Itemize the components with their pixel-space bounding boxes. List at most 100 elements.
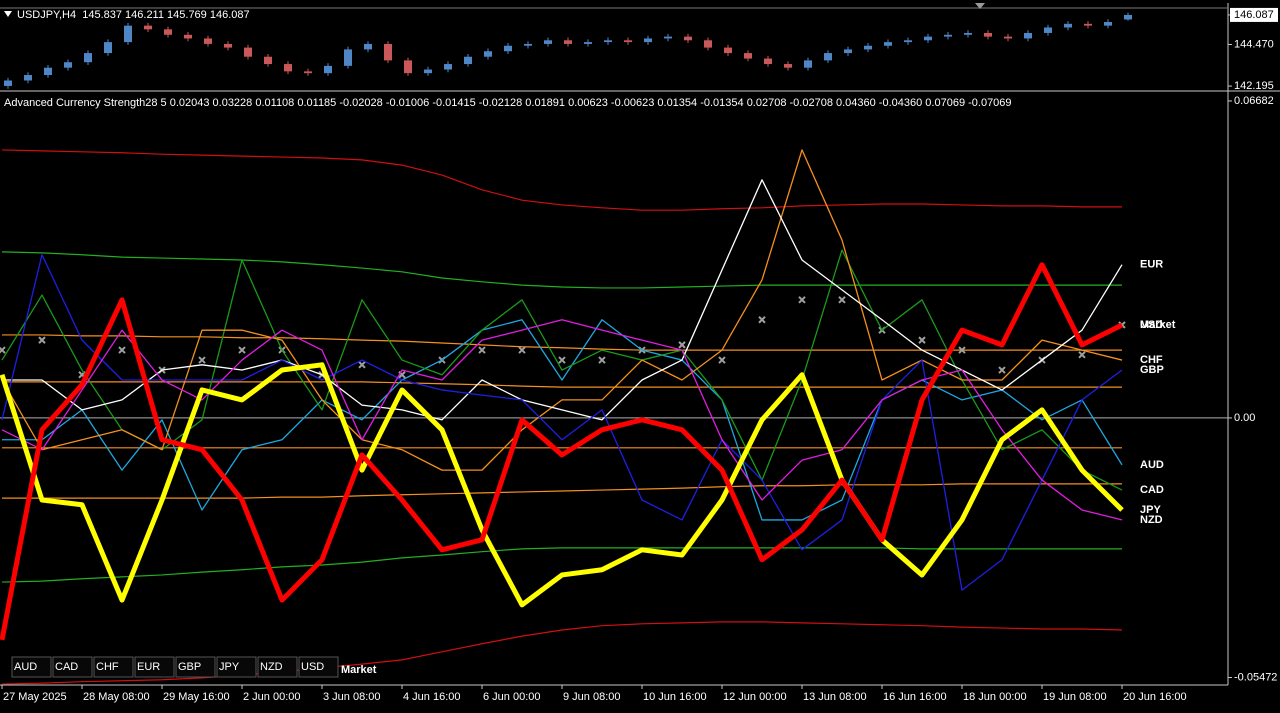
candle-body (724, 47, 732, 54)
series-end-label: AUD (1140, 459, 1164, 471)
candle-body (704, 40, 712, 48)
legend-label[interactable]: CAD (55, 661, 78, 673)
candle-body (624, 40, 632, 43)
band-line (1, 621, 1123, 685)
x-tick-label: 4 Jun 16:00 (403, 691, 461, 703)
candle-body (804, 60, 812, 68)
legend-label[interactable]: AUD (14, 661, 37, 673)
x-tick-label: 6 Jun 00:00 (483, 691, 541, 703)
candle-body (264, 56, 272, 65)
x-tick-label: 18 Jun 00:00 (963, 691, 1027, 703)
x-tick-label: 12 Jun 00:00 (723, 691, 787, 703)
y-tick-label: 0.06682 (1234, 95, 1274, 107)
strength-line (0, 362, 1124, 608)
market-marker (518, 346, 526, 354)
strength-line (0, 262, 1124, 641)
candle-body (44, 67, 52, 76)
market-marker (198, 356, 206, 364)
candle-body (404, 60, 412, 74)
legend-box[interactable] (11, 656, 52, 678)
candle-body (1064, 23, 1072, 28)
candle-body (1044, 27, 1052, 33)
candle-body (104, 42, 112, 54)
candle-body (524, 43, 532, 46)
candle-body (644, 38, 652, 43)
legend-box[interactable] (93, 656, 134, 678)
legend-label[interactable]: JPY (219, 661, 240, 673)
x-tick-label: 27 May 2025 (3, 691, 67, 703)
candle-body (384, 43, 392, 61)
axes: 146.087 144.470 142.195 -0.05472 0.00 0.06682… (1, 7, 1278, 703)
x-tick-label: 28 May 08:00 (83, 691, 150, 703)
candle-body (464, 56, 472, 65)
menu-icon[interactable] (4, 11, 12, 17)
band-line (1, 547, 1122, 583)
candle-body (164, 29, 172, 35)
legend-label[interactable]: EUR (137, 661, 160, 673)
candle-body (1024, 32, 1032, 39)
indicator-title: Advanced Currency Strength28 5 0.02043 0… (4, 97, 1012, 109)
legend-box[interactable] (216, 656, 257, 678)
legend-label[interactable]: CHF (96, 661, 119, 673)
market-marker (38, 336, 46, 344)
candle-body (224, 43, 232, 48)
market-marker (918, 336, 926, 344)
legend-label[interactable]: USD (301, 661, 324, 673)
candle-body (564, 40, 572, 44)
candle-body (824, 53, 832, 61)
series-end-label: Market (1140, 319, 1176, 331)
candle-body (284, 64, 292, 72)
candle-body (1124, 14, 1132, 20)
series-end-label: USD (1140, 319, 1163, 331)
x-tick-label: 10 Jun 16:00 (643, 691, 707, 703)
indicator-pane (0, 149, 1228, 685)
x-tick-label: 13 Jun 08:00 (803, 691, 867, 703)
market-marker (718, 356, 726, 364)
candle-body (924, 36, 932, 41)
market-marker (998, 366, 1006, 374)
candle-body (204, 38, 212, 44)
market-marker (798, 296, 806, 304)
y-tick-label: 0.00 (1234, 412, 1255, 424)
candle-body (684, 36, 692, 41)
series-end-label: CHF (1140, 354, 1163, 366)
legend-box[interactable] (257, 656, 298, 678)
legend-box[interactable] (298, 656, 339, 678)
band-line (1, 251, 1122, 289)
market-marker (0, 346, 6, 354)
y-tick-label: -0.05472 (1234, 671, 1277, 683)
candle-body (604, 40, 612, 43)
strength-line (2, 319, 1123, 521)
legend-label[interactable]: NZD (260, 661, 283, 673)
candle-body (1004, 36, 1012, 39)
x-tick-label: 2 Jun 00:00 (243, 691, 301, 703)
candle-body (144, 25, 152, 30)
candle-body (364, 43, 372, 50)
candle-body (64, 62, 72, 68)
x-tick-label: 3 Jun 08:00 (323, 691, 381, 703)
candle-body (784, 64, 792, 68)
market-marker (598, 356, 606, 364)
x-tick-label: 16 Jun 16:00 (883, 691, 947, 703)
legend-label[interactable]: Market (341, 664, 377, 676)
x-tick-label: 19 Jun 08:00 (1043, 691, 1107, 703)
strength-line (2, 179, 1123, 421)
legend-box[interactable] (52, 656, 93, 678)
series-end-label: NZD (1140, 514, 1163, 526)
market-marker (478, 346, 486, 354)
strength-line (1, 254, 1123, 591)
candle-body (944, 34, 952, 37)
market-marker (758, 316, 766, 324)
legend-box[interactable] (134, 656, 175, 678)
legend-label[interactable]: GBP (178, 661, 201, 673)
price-pane (4, 12, 1132, 89)
candle-body (444, 64, 452, 70)
market-marker (838, 296, 846, 304)
market-marker (1078, 351, 1086, 359)
legend-box[interactable] (175, 656, 216, 678)
candle-body (544, 40, 552, 44)
candle-body (484, 51, 492, 57)
series-end-label: CAD (1140, 484, 1164, 496)
series-end-label: JPY (1140, 504, 1161, 516)
